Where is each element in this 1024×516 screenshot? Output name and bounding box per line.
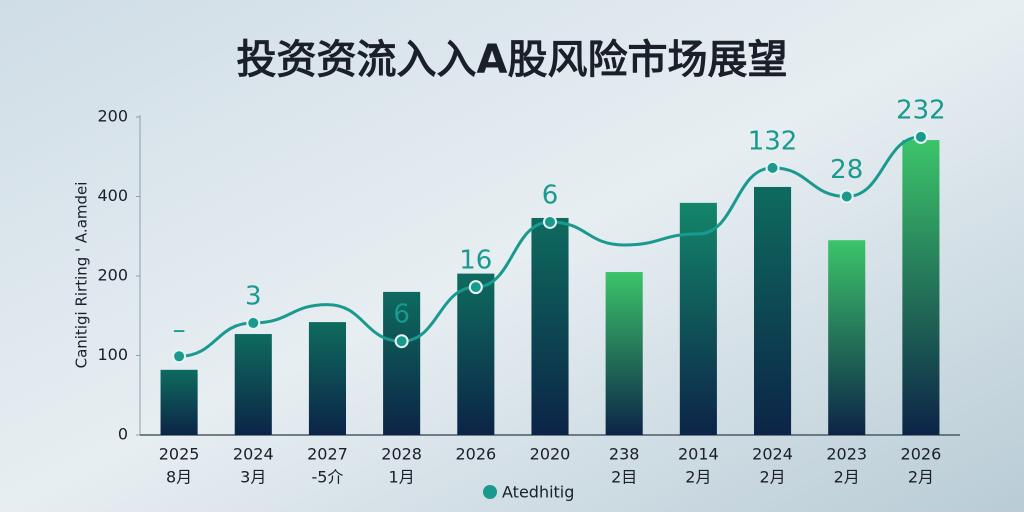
bar [234, 334, 272, 435]
y-tick-label: 400 [97, 186, 128, 205]
y-tick-label: 200 [97, 107, 128, 126]
chart-title: 投资资流入入A股风险市场展望 [237, 37, 788, 83]
x-tick-label: 2023 [826, 445, 867, 464]
line-marker [468, 280, 483, 295]
y-tick-label: 0 [118, 425, 128, 444]
x-tick-label: 2014 [678, 445, 719, 464]
bar [605, 272, 643, 435]
x-tick-label: 2月 [908, 468, 934, 487]
line-marker [172, 349, 187, 364]
data-label: 3 [245, 281, 262, 311]
bar [754, 186, 792, 435]
bar [308, 322, 346, 435]
bar [902, 140, 940, 435]
x-tick-label: 2月 [759, 468, 785, 487]
line-marker [839, 189, 854, 204]
bar [457, 273, 495, 435]
x-tick-label: 2028 [381, 445, 422, 464]
x-tick-label: 2目 [611, 468, 637, 487]
y-axis-label: Canitigi Rirting ' A.amdei [73, 182, 91, 369]
x-tick-label: 238 [609, 445, 640, 464]
x-tick-label: 2024 [233, 445, 274, 464]
x-tick-label: 2027 [307, 445, 348, 464]
data-label: 6 [542, 180, 559, 210]
legend-label: Atedhitig [502, 483, 574, 502]
data-label: 6 [393, 300, 410, 330]
data-label: – [173, 315, 186, 345]
bar [160, 369, 198, 435]
line-marker [913, 129, 928, 144]
data-label: 132 [748, 126, 798, 156]
x-tick-label: 2月 [834, 468, 860, 487]
x-tick-label: 2026 [901, 445, 942, 464]
x-tick-label: 2020 [530, 445, 571, 464]
bar [679, 202, 717, 435]
y-tick-label: 100 [97, 345, 128, 364]
x-tick-label: 2月 [685, 468, 711, 487]
x-tick-label: 1月 [389, 468, 415, 487]
x-tick-label: 8月 [166, 468, 192, 487]
line-marker [543, 214, 557, 229]
line-marker [246, 315, 261, 330]
y-tick-label: 200 [97, 266, 128, 285]
x-tick-label: 2026 [455, 445, 496, 464]
bar [531, 217, 569, 435]
x-tick-label: 2024 [752, 445, 793, 464]
bar [828, 240, 866, 435]
data-label: 16 [459, 246, 492, 276]
line-marker [765, 160, 780, 175]
data-label: 232 [896, 95, 946, 125]
data-label: 28 [830, 155, 863, 185]
legend-swatch [483, 485, 497, 499]
line-marker [394, 334, 409, 349]
bar [383, 291, 421, 435]
x-tick-label: 2025 [159, 445, 200, 464]
x-tick-label: -5介 [311, 468, 343, 487]
x-tick-label: 3月 [240, 468, 266, 487]
